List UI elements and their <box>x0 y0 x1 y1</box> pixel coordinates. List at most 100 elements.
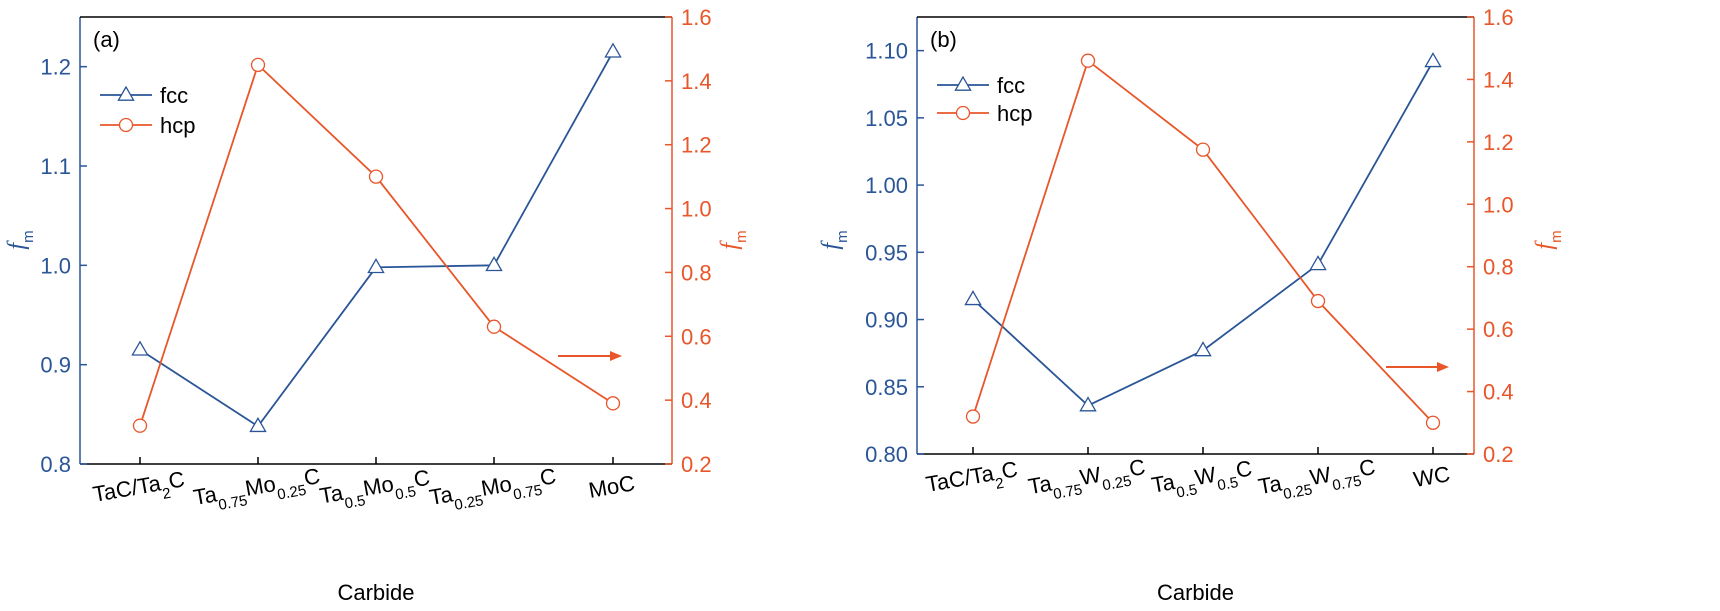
panel-a-x-tick-label-part: C <box>412 465 432 492</box>
panel-b-right-axis-title-main: f <box>1532 240 1558 250</box>
panel-b-left-tick-label: 1.10 <box>865 39 908 64</box>
panel-b-right-tick-label: 1.0 <box>1483 192 1514 217</box>
panel-a-x-tick-label-part: 0.25 <box>276 481 308 503</box>
panel-a-series-fcc-point <box>367 258 385 274</box>
panel-b-x-tick-label-part: Ta <box>1149 469 1177 498</box>
panel-a-series-hcp-point <box>605 396 621 411</box>
panel-b-series-fcc-point <box>964 290 982 306</box>
panel-a-x-axis-title: Carbide <box>337 580 414 605</box>
panel-b-left-tick-label: 0.80 <box>865 442 908 467</box>
panel-a-x-tick-label-part: TaC/Ta <box>91 470 164 507</box>
panel-a-right-tick-label: 1.2 <box>681 133 712 158</box>
panel-b-x-tick-label-part: C <box>1000 456 1020 483</box>
panel-b-x-tick-label-part: Ta <box>1256 470 1284 499</box>
panel-a-x-tick-label-part: 0.75 <box>512 481 544 503</box>
panel-a-x-tick-label-part: Mo <box>361 471 395 501</box>
panel-a-series-fcc-point <box>485 256 503 272</box>
panel-a-series-fcc-point <box>604 42 622 58</box>
panel-b-x-tick-label-part: 0.25 <box>1101 472 1133 494</box>
panel-b-series-fcc-point <box>1424 52 1442 68</box>
panel-a-right-tick-label: 1.4 <box>681 69 712 94</box>
panel-b-x-tick-label-part: C <box>1357 454 1377 481</box>
panel-a-legend-fcc-marker <box>117 85 135 101</box>
panel-a-left-tick-label: 1.2 <box>40 55 71 80</box>
panel-a-left-axis-title-sub: m <box>20 230 37 243</box>
panel-a-legend-fcc-label: fcc <box>160 83 188 108</box>
panel-b-x-tick-label-part: WC <box>1411 461 1452 492</box>
panel-b-right-tick-label: 1.2 <box>1483 130 1514 155</box>
panel-b-x-tick-label-part: TaC/Ta <box>924 460 997 497</box>
panel-a-x-tick-label-part: MoC <box>587 470 637 503</box>
panel-b-right-axis-title: fm <box>1532 230 1565 249</box>
panel-a-series-hcp-point <box>486 319 502 334</box>
panel-b-x-tick-label-part: 2 <box>994 474 1005 492</box>
panel-b-left-axis-title-sub: m <box>834 230 851 243</box>
panel-b-series-hcp-point <box>1195 142 1211 157</box>
panel-b-panel-label: (b) <box>930 27 957 52</box>
panel-a-x-tick-label: TaC/Ta2C <box>91 466 188 514</box>
panel-b-left-axis-title: fm <box>818 230 851 249</box>
panel-a-right-tick-label: 0.6 <box>681 324 712 349</box>
panel-a-right-axis-title: fm <box>717 230 750 249</box>
panel-a-right-tick-label: 0.4 <box>681 388 712 413</box>
panel-a-series-hcp-point <box>368 169 384 184</box>
panel-b-right-axis-title-sub: m <box>1548 230 1565 243</box>
panel-b-series-hcp-point <box>1425 415 1441 430</box>
panel-a-panel-label: (a) <box>93 27 120 52</box>
panel-a-left-tick-label: 0.9 <box>40 353 71 378</box>
panel-a-x-tick-label-part: 2 <box>161 484 172 502</box>
panel-b-series-hcp-point <box>965 409 981 424</box>
panel-b-right-tick-label: 0.2 <box>1483 442 1514 467</box>
panel-b-x-tick-label: Ta0.25W0.75C <box>1256 454 1378 507</box>
panel-b-left-axis-title-main: f <box>818 240 844 250</box>
panel-b-x-tick-label-part: 0.5 <box>1175 481 1198 501</box>
chart-panel-a: 0.8 0.9 1.0 1.1 1.2 0.2 0.4 0.6 0.8 1.0 1.2 1.4 1.6 T… <box>4 5 750 605</box>
panel-b-series-fcc-point <box>1194 341 1212 357</box>
panel-a-x-tick-label-part: C <box>302 463 322 490</box>
panel-b-x-tick-label-part: 0.75 <box>1052 481 1084 503</box>
panel-b-series-fcc-point <box>1079 396 1097 412</box>
panel-a-x-tick-label-part: 0.75 <box>217 492 249 514</box>
panel-b-x-tick-label-part: C <box>1127 454 1147 481</box>
panel-b-x-tick-label-part: 0.25 <box>1282 481 1314 503</box>
panel-b-x-tick-label-part: 0.75 <box>1331 472 1363 494</box>
panel-b-left-tick-label: 1.00 <box>865 173 908 198</box>
panel-b-series-hcp-point <box>1080 53 1096 68</box>
panel-a-left-axis-title-main: f <box>4 240 30 250</box>
panel-a-arrow-head <box>610 351 622 361</box>
panel-a-x-tick-label-part: Ta <box>427 481 455 510</box>
panel-a-legend-hcp-label: hcp <box>160 113 195 138</box>
panel-b-right-tick-label: 0.4 <box>1483 380 1514 405</box>
panel-b-legend-hcp-label: hcp <box>997 101 1032 126</box>
panel-b-x-tick-label-part: W <box>1078 462 1103 490</box>
panel-b-legend-fcc-label: fcc <box>997 73 1025 98</box>
panel-b-legend-fcc-marker <box>954 75 972 91</box>
panel-a-series-hcp-line <box>139 63 614 426</box>
panel-b-legend-hcp-marker <box>955 105 971 121</box>
panel-a-left-tick-label: 1.1 <box>40 154 71 179</box>
panel-a-x-tick-label: MoC <box>587 470 637 503</box>
panel-b-x-axis-title: Carbide <box>1157 580 1234 605</box>
panel-a-left-axis-title: fm <box>4 230 37 249</box>
panel-a-x-tick-label: Ta0.25Mo0.75C <box>427 463 559 517</box>
panel-a-left-tick-label: 0.8 <box>40 452 71 477</box>
panel-b-x-tick-label-part: W <box>1308 462 1333 490</box>
panel-b-arrow-head <box>1437 362 1449 372</box>
panel-a-x-tick-label-part: C <box>167 466 187 493</box>
panel-b-x-tick-label: TaC/Ta2C <box>924 456 1021 504</box>
panel-b-x-tick-label: Ta0.5W0.5C <box>1149 455 1255 505</box>
panel-a-series-fcc-line <box>139 51 614 428</box>
panel-a-x-tick-label-part: 0.5 <box>394 483 417 503</box>
panel-b-left-tick-label: 0.85 <box>865 375 908 400</box>
panel-a-right-axis-title-main: f <box>717 240 743 250</box>
panel-a-x-tick-label: Ta0.5Mo0.5C <box>318 465 433 516</box>
panel-a-left-tick-label: 1.0 <box>40 253 71 278</box>
panel-a-x-tick-label-part: Mo <box>243 471 277 501</box>
panel-b-x-tick-label-part: C <box>1234 455 1254 482</box>
panel-a-x-tick-label-part: C <box>538 463 558 490</box>
panel-b-x-tick-label-part: Ta <box>1026 470 1054 499</box>
panel-a-right-tick-label: 1.6 <box>681 5 712 30</box>
panel-b-series-fcc-point <box>1309 255 1327 271</box>
panel-b-x-tick-label: WC <box>1411 461 1452 492</box>
